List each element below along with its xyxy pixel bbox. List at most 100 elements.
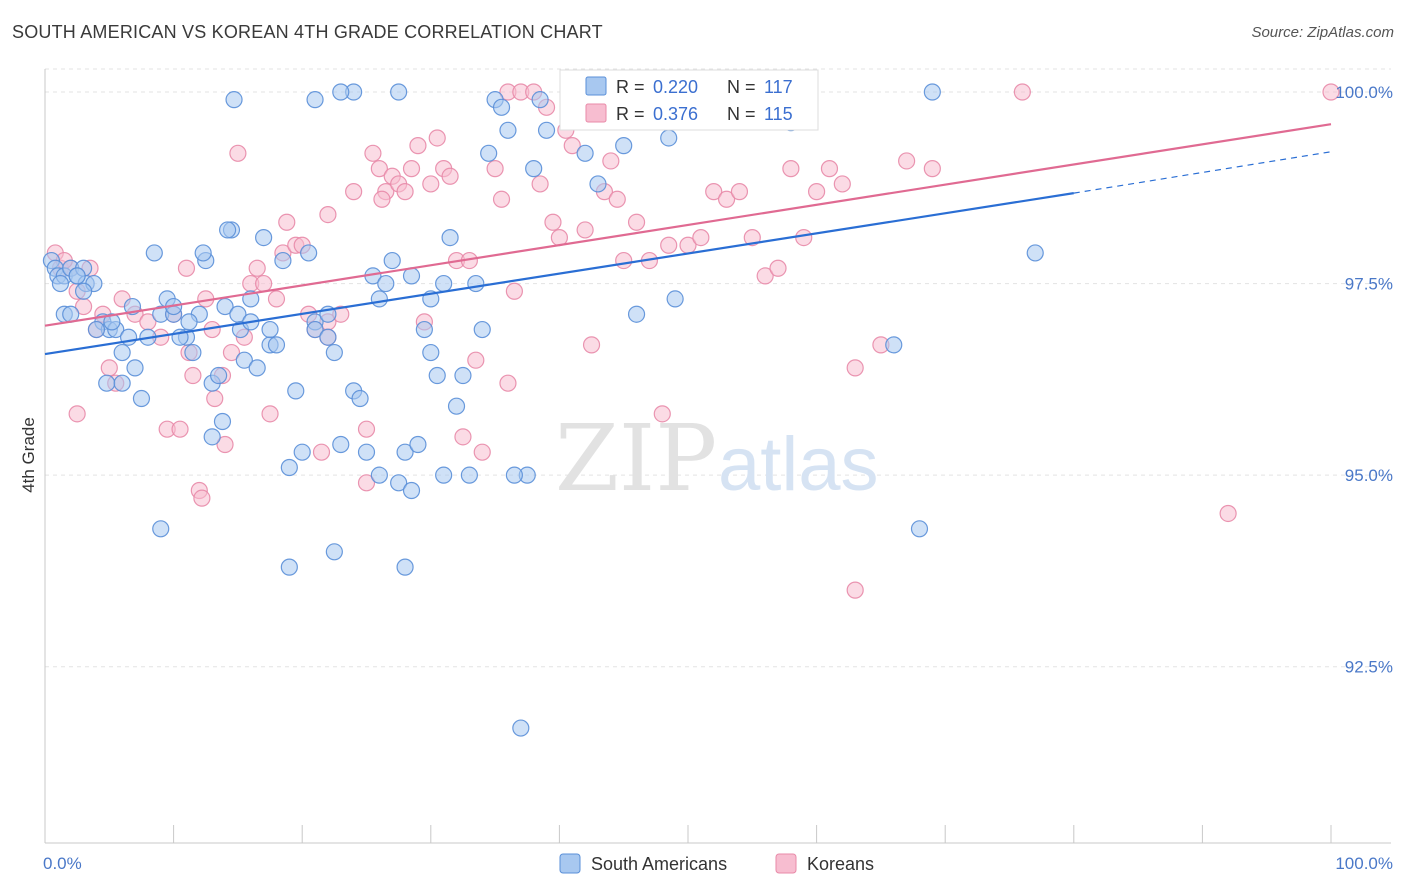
koreans-point <box>428 129 446 147</box>
y-tick-label: 97.5% <box>1345 275 1393 294</box>
koreans-point <box>373 190 391 208</box>
south-americans-point <box>332 435 350 454</box>
south-americans-point <box>210 366 228 385</box>
south-americans-point <box>113 343 131 362</box>
koreans-point <box>807 183 826 201</box>
legend-r-value-2: 0.376 <box>653 104 698 124</box>
south-americans-point <box>319 328 337 346</box>
south-americans-point <box>152 520 170 538</box>
south-americans-point <box>499 121 517 139</box>
stats-legend: R = 0.220 N = 117 R = 0.376 N = 115 <box>559 69 819 131</box>
koreans-point <box>730 183 749 201</box>
south-americans-point <box>274 251 292 270</box>
koreans-point <box>782 160 800 178</box>
south-americans-point <box>332 83 350 101</box>
koreans-point <box>615 251 633 270</box>
legend-n-value-2: 115 <box>764 104 793 124</box>
koreans-point <box>846 581 864 599</box>
koreans-point <box>184 366 202 385</box>
koreans-point <box>402 160 421 178</box>
koreans-point <box>278 213 296 231</box>
south-americans-point <box>525 160 543 178</box>
koreans-point <box>486 160 504 178</box>
south-americans-point <box>402 267 421 285</box>
south-americans-point <box>87 320 106 339</box>
koreans-point <box>743 228 761 247</box>
south-americans-point <box>512 719 530 737</box>
south-americans-point <box>383 251 401 270</box>
koreans-point <box>370 160 388 178</box>
south-americans-point <box>396 558 414 576</box>
south-americans-point <box>235 351 253 369</box>
koreans-point <box>627 213 646 231</box>
south-americans-point <box>145 244 163 262</box>
koreans-point <box>833 175 851 193</box>
watermark: ZIP atlas <box>555 405 879 512</box>
legend-n-value-1: 117 <box>764 77 793 97</box>
koreans-point <box>216 435 234 454</box>
koreans-point <box>717 190 736 208</box>
south-americans-point <box>460 466 478 484</box>
south-americans-point <box>422 343 440 362</box>
south-americans-point <box>255 228 273 247</box>
south-americans-point <box>473 320 491 339</box>
koreans-point <box>422 175 440 193</box>
south-americans-point <box>660 129 678 147</box>
south-americans-point <box>467 274 485 293</box>
watermark-atlas: atlas <box>718 422 879 507</box>
south-americans-point <box>1026 244 1044 262</box>
south-americans-point <box>454 366 472 385</box>
south-americans-point <box>415 320 433 339</box>
chart-source: Source: ZipAtlas.com <box>1251 24 1394 41</box>
south-americans-point <box>126 359 144 377</box>
koreans-point <box>1322 83 1340 101</box>
south-americans-point <box>325 343 343 362</box>
south-americans-point <box>293 443 311 461</box>
x-tick-label: 100.0% <box>1335 854 1393 873</box>
south-americans-point <box>531 91 549 109</box>
koreans-point <box>473 443 491 461</box>
koreans-point <box>467 351 485 369</box>
south-americans-point <box>74 282 93 300</box>
scatter-points <box>42 83 1340 737</box>
south-americans-point <box>447 397 466 415</box>
y-axis-title: 4th Grade <box>19 417 38 493</box>
koreans-point <box>255 274 273 293</box>
south-americans-point <box>910 520 929 538</box>
south-americans-point <box>390 474 408 492</box>
south-americans-point <box>194 244 212 262</box>
south-americans-point <box>280 458 298 477</box>
chart-title: SOUTH AMERICAN VS KOREAN 4TH GRADE CORRE… <box>12 22 603 42</box>
south-americans-point <box>441 228 459 247</box>
koreans-point <box>441 167 459 185</box>
koreans-point <box>267 290 286 308</box>
south-americans-point <box>98 374 116 392</box>
south-americans-point <box>261 320 279 339</box>
south-americans-point <box>435 274 453 293</box>
legend-n-label-2: N = <box>727 104 756 124</box>
koreans-point <box>499 374 517 392</box>
south-americans-point <box>390 83 408 101</box>
south-americans-point <box>396 443 414 461</box>
legend-r-label-2: R = <box>616 104 645 124</box>
koreans-point <box>357 420 376 438</box>
koreans-point <box>364 144 382 162</box>
series-legend-swatch-koreans <box>775 853 797 874</box>
south-americans-point <box>248 359 266 377</box>
south-americans-point <box>306 320 324 339</box>
koreans-point <box>409 137 427 155</box>
south-americans-point <box>68 267 86 285</box>
koreans-point <box>319 206 337 224</box>
south-americans-point <box>589 175 607 193</box>
koreans-point <box>563 137 581 155</box>
koreans-point <box>357 474 376 492</box>
south-americans-point <box>627 305 646 323</box>
koreans-point <box>345 183 363 201</box>
koreans-point <box>923 160 941 178</box>
south-americans-point <box>280 558 298 576</box>
koreans-point <box>602 152 620 170</box>
south-americans-point <box>203 428 221 446</box>
koreans-point <box>692 228 710 247</box>
koreans-point <box>660 236 678 254</box>
koreans-point <box>492 190 511 208</box>
